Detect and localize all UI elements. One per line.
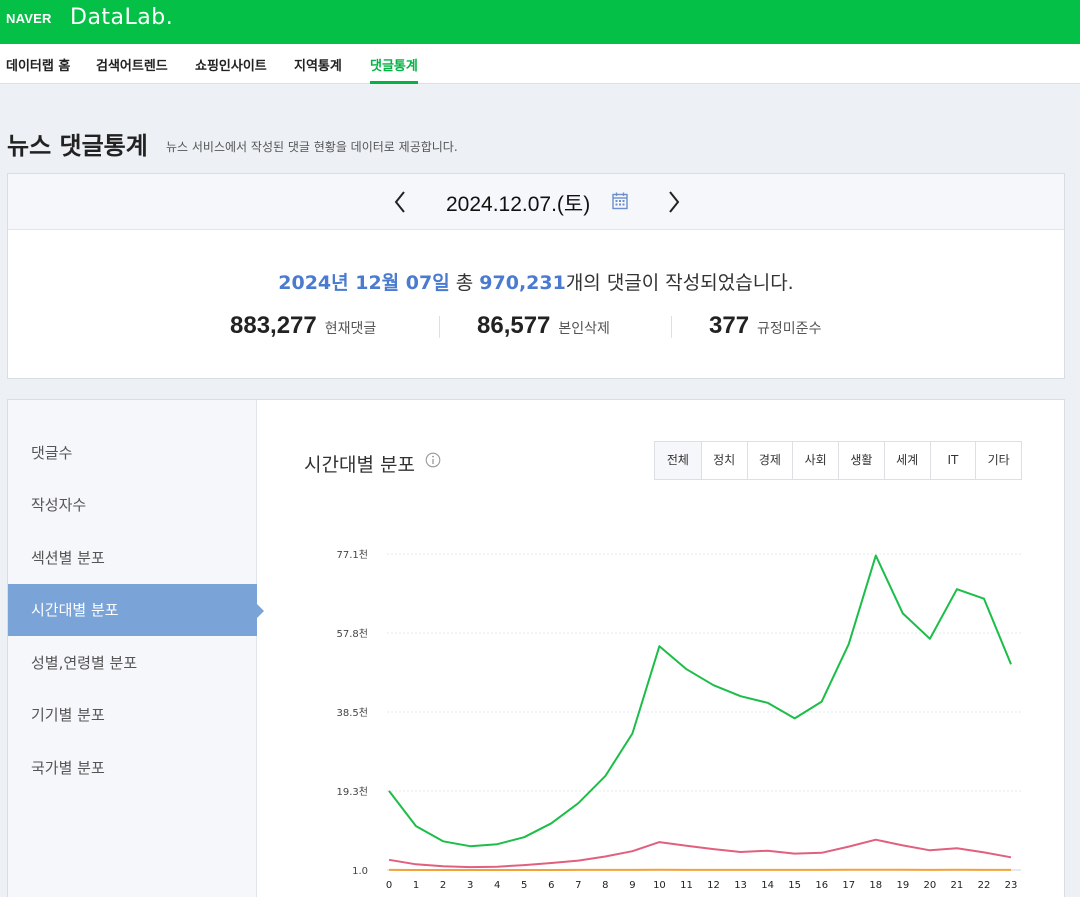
nav-item-search-trend[interactable]: 검색어트렌드 xyxy=(96,59,168,74)
tab-economy[interactable]: 경제 xyxy=(746,442,793,479)
summary-prefix: 총 xyxy=(455,272,474,294)
stat-divider xyxy=(439,316,440,338)
y-tick-label: 38.5천 xyxy=(337,707,368,719)
summary-total: 970,231 xyxy=(479,272,566,294)
nav-item-shopping-insight[interactable]: 쇼핑인사이트 xyxy=(195,59,267,74)
x-tick-label: 14 xyxy=(761,880,774,891)
nav-item-datalab-home[interactable]: 데이터랩 홈 xyxy=(6,59,71,74)
stat-current-comments: 883,277 현재댓글 xyxy=(230,312,376,340)
series-line xyxy=(388,554,1012,848)
summary-card: 2024.12.07.(토) 2024년 12월 07일 총 970,231개의… xyxy=(7,173,1065,379)
stat-value: 377 xyxy=(709,312,750,339)
x-tick-label: 11 xyxy=(680,880,693,891)
y-tick-label: 77.1천 xyxy=(337,549,368,561)
x-tick-label: 2 xyxy=(440,880,446,891)
stat-label: 규정미준수 xyxy=(757,321,822,337)
top-header: NAVER DataLab. xyxy=(0,0,1080,44)
stats-sidebar: 댓글수 작성자수 섹션별 분포 시간대별 분포 성별,연령별 분포 기기별 분포… xyxy=(8,400,257,897)
stat-self-deleted: 86,577 본인삭제 xyxy=(477,312,610,340)
summary-sentence: 2024년 12월 07일 총 970,231개의 댓글이 작성되었습니다. xyxy=(8,268,1064,295)
x-tick-label: 17 xyxy=(842,880,855,891)
sidebar-item-author-count[interactable]: 작성자수 xyxy=(31,496,87,514)
stat-value: 883,277 xyxy=(230,312,317,339)
tab-etc[interactable]: 기타 xyxy=(975,442,1021,479)
page-title: 뉴스 댓글통계 xyxy=(7,132,148,160)
stat-value: 86,577 xyxy=(477,312,551,339)
calendar-icon[interactable] xyxy=(612,192,628,210)
x-tick-label: 5 xyxy=(521,880,527,891)
x-tick-label: 7 xyxy=(575,880,581,891)
sidebar-item-section-distribution[interactable]: 섹션별 분포 xyxy=(31,549,105,567)
x-tick-label: 8 xyxy=(602,880,608,891)
x-tick-label: 15 xyxy=(788,880,801,891)
stat-label: 현재댓글 xyxy=(324,321,377,337)
x-tick-label: 21 xyxy=(951,880,964,891)
x-tick-label: 10 xyxy=(653,880,666,891)
x-tick-label: 3 xyxy=(467,880,473,891)
stat-label: 본인삭제 xyxy=(558,321,610,337)
summary-date: 2024년 12월 07일 xyxy=(278,272,450,294)
x-tick-label: 13 xyxy=(734,880,747,891)
chart-card: 댓글수 작성자수 섹션별 분포 시간대별 분포 성별,연령별 분포 기기별 분포… xyxy=(7,399,1065,897)
next-date-arrow-icon[interactable] xyxy=(661,188,685,216)
chart-title: 시간대별 분포 xyxy=(304,454,415,476)
sidebar-item-device-distribution[interactable]: 기기별 분포 xyxy=(31,706,105,724)
x-tick-label: 6 xyxy=(548,880,554,891)
stat-divider xyxy=(671,316,672,338)
x-tick-label: 0 xyxy=(386,880,392,891)
sidebar-item-comment-count[interactable]: 댓글수 xyxy=(31,444,73,462)
x-tick-label: 9 xyxy=(629,880,635,891)
nav-item-comment-stats[interactable]: 댓글통계 xyxy=(370,55,418,84)
series-line xyxy=(388,838,1012,869)
tab-all[interactable]: 전체 xyxy=(655,442,701,479)
x-tick-label: 18 xyxy=(869,880,882,891)
x-tick-label: 16 xyxy=(815,880,828,891)
datalab-logo[interactable]: DataLab. xyxy=(70,5,174,30)
x-tick-label: 4 xyxy=(494,880,500,891)
x-tick-label: 12 xyxy=(707,880,720,891)
x-tick-label: 23 xyxy=(1005,880,1018,891)
x-tick-label: 20 xyxy=(924,880,937,891)
sidebar-item-gender-age-distribution[interactable]: 성별,연령별 분포 xyxy=(31,654,138,672)
category-tabs: 전체 정치 경제 사회 생활 세계 IT 기타 xyxy=(654,441,1022,480)
prev-date-arrow-icon[interactable] xyxy=(389,188,413,216)
sidebar-item-country-distribution[interactable]: 국가별 분포 xyxy=(31,759,105,777)
y-tick-label: 19.3천 xyxy=(337,786,368,798)
x-tick-label: 1 xyxy=(413,880,419,891)
y-tick-label: 57.8천 xyxy=(337,628,368,640)
current-date: 2024.12.07.(토) xyxy=(446,193,591,216)
y-tick-label: 1.0 xyxy=(352,866,368,877)
page-subtitle: 뉴스 서비스에서 작성된 댓글 현황을 데이터로 제공합니다. xyxy=(166,140,458,154)
summary-suffix: 개의 댓글이 작성되었습니다. xyxy=(565,272,794,294)
date-navigator: 2024.12.07.(토) xyxy=(8,174,1064,230)
main-nav: 데이터랩 홈 검색어트렌드 쇼핑인사이트 지역통계 댓글통계 xyxy=(0,44,1080,84)
tab-life[interactable]: 생활 xyxy=(838,442,884,479)
info-icon[interactable] xyxy=(425,452,441,468)
tab-society[interactable]: 사회 xyxy=(792,442,838,479)
x-tick-label: 19 xyxy=(896,880,909,891)
active-pointer xyxy=(257,604,264,618)
sidebar-item-hourly-distribution[interactable]: 시간대별 분포 xyxy=(8,584,257,636)
tab-it[interactable]: IT xyxy=(929,442,976,479)
naver-logo[interactable]: NAVER xyxy=(6,11,52,26)
tab-politics[interactable]: 정치 xyxy=(700,442,747,479)
nav-item-region-stats[interactable]: 지역통계 xyxy=(294,59,342,74)
tab-world[interactable]: 세계 xyxy=(883,442,930,479)
stat-policy-violation: 377 규정미준수 xyxy=(709,312,821,340)
x-tick-label: 22 xyxy=(978,880,991,891)
